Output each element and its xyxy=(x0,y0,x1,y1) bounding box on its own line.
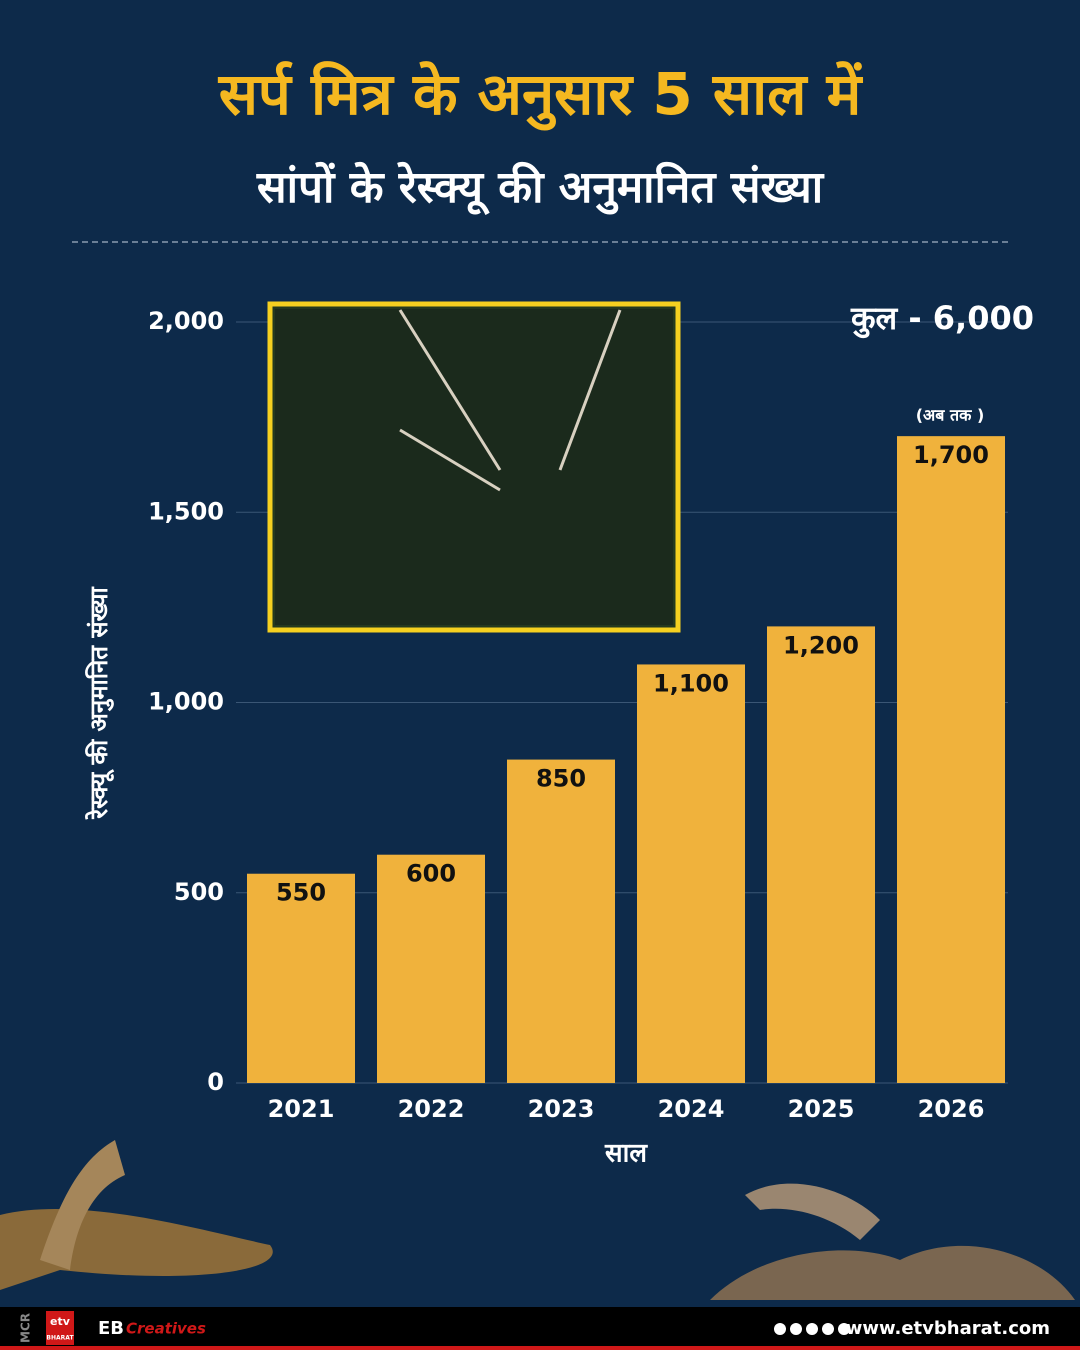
social-icons xyxy=(774,1323,850,1335)
snake-left xyxy=(0,1208,273,1290)
y-tick-label: 0 xyxy=(207,1068,224,1096)
social-icon xyxy=(790,1323,802,1335)
y-tick-label: 1,000 xyxy=(148,688,224,716)
y-tick-label: 2,000 xyxy=(148,307,224,335)
y-tick-label: 1,500 xyxy=(148,497,224,525)
logo-box xyxy=(46,1311,74,1345)
chart-title: सर्प मित्र के अनुसार 5 साल में xyxy=(218,60,864,131)
value-label: 1,700 xyxy=(913,441,989,469)
social-icon xyxy=(806,1323,818,1335)
value-label: 550 xyxy=(276,879,326,907)
brand-suffix: Creatives xyxy=(126,1320,206,1338)
bar xyxy=(897,436,1005,1083)
photo-inner xyxy=(275,309,673,625)
snake-left-head xyxy=(40,1140,125,1270)
value-label: 850 xyxy=(536,765,586,793)
social-icon xyxy=(838,1323,850,1335)
logo-sub: BHARAT xyxy=(46,1335,74,1342)
photo-ropes xyxy=(398,309,622,492)
social-icon xyxy=(822,1323,834,1335)
bar xyxy=(377,854,485,1083)
chart-subtitle: सांपों के रेस्क्यू की अनुमानित संख्या xyxy=(256,161,825,216)
value-label: 600 xyxy=(406,860,456,888)
value-label: 1,100 xyxy=(653,669,729,697)
side-note: MCR xyxy=(19,1313,33,1343)
bar xyxy=(247,873,355,1083)
brand: EB xyxy=(98,1318,124,1339)
bar xyxy=(767,626,875,1083)
x-tick-label: 2026 xyxy=(918,1095,985,1123)
website: www.etvbharat.com xyxy=(846,1318,1050,1339)
y-tick-label: 500 xyxy=(174,878,224,906)
footer-stripe xyxy=(0,1346,1080,1350)
snake-right xyxy=(710,1245,1075,1300)
social-icon xyxy=(774,1323,786,1335)
x-tick-label: 2024 xyxy=(658,1095,725,1123)
bar xyxy=(637,664,745,1083)
x-tick-label: 2022 xyxy=(398,1095,465,1123)
x-tick-label: 2023 xyxy=(528,1095,595,1123)
total-annotation: कुल - 6,000 xyxy=(850,299,1034,339)
note-annotation: (अब तक ) xyxy=(916,406,985,425)
y-axis-label: रेस्क्यू की अनुमानित संख्या xyxy=(85,586,115,820)
bar xyxy=(507,759,615,1083)
x-tick-label: 2021 xyxy=(268,1095,335,1123)
snake-right-head xyxy=(745,1183,880,1240)
logo: etv xyxy=(50,1315,71,1328)
value-label: 1,200 xyxy=(783,631,859,659)
x-axis-label: साल xyxy=(604,1139,648,1169)
x-tick-label: 2025 xyxy=(788,1095,855,1123)
footer-bar xyxy=(0,1307,1080,1350)
